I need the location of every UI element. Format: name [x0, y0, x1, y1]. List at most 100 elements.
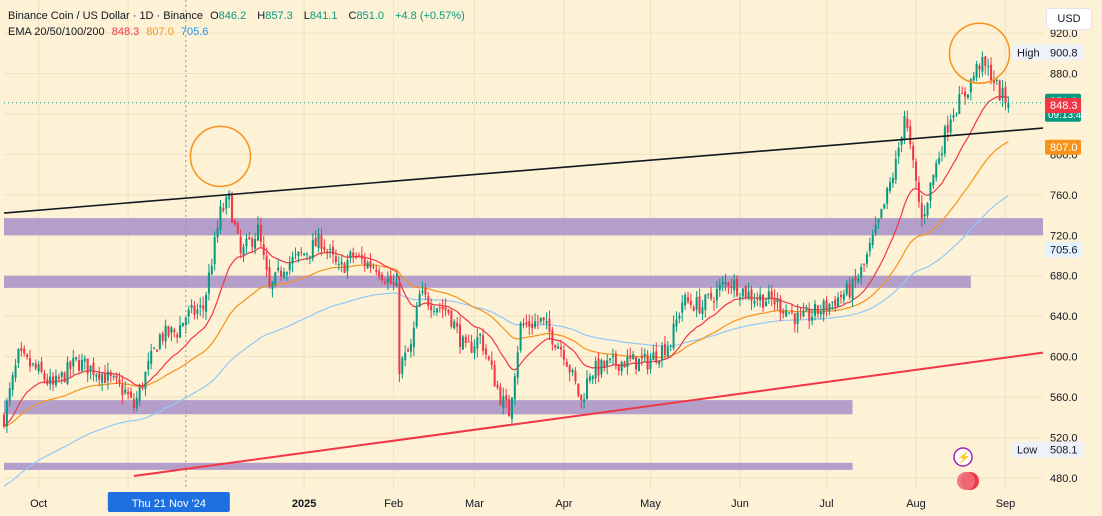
- candle-body: [603, 361, 606, 368]
- y-tick-label: 680.0: [1050, 271, 1078, 283]
- candle-body: [871, 234, 874, 246]
- x-tick-label: 2025: [292, 498, 316, 510]
- close-value: 851.0: [356, 10, 384, 22]
- candle-body: [101, 374, 104, 383]
- candle-body: [551, 330, 554, 345]
- ema20-value: 848.3: [111, 26, 140, 38]
- candle-body: [86, 358, 89, 374]
- candle-body: [135, 397, 138, 409]
- candle-body: [955, 114, 958, 116]
- candle-body: [799, 314, 802, 316]
- candle-body: [883, 203, 886, 209]
- candle-body: [282, 272, 285, 278]
- candle-body: [147, 360, 150, 370]
- candle-body: [493, 365, 496, 387]
- candle-body: [669, 345, 672, 347]
- candle-body: [222, 208, 225, 211]
- candle-body: [190, 305, 193, 308]
- candle-body: [378, 271, 381, 277]
- candle-body: [1001, 87, 1004, 99]
- candle-body: [106, 371, 109, 381]
- candle-body: [132, 399, 135, 409]
- candle-body: [205, 294, 208, 312]
- candle-body: [614, 353, 617, 365]
- candle-body: [144, 371, 147, 389]
- candle-body: [505, 395, 508, 401]
- candle-body: [395, 282, 398, 287]
- candle-body: [199, 305, 202, 308]
- candle-body: [536, 321, 539, 323]
- candle-body: [239, 236, 242, 254]
- candle-body: [519, 323, 522, 351]
- candle-body: [450, 310, 453, 327]
- candle-body: [484, 348, 487, 355]
- calendar-event-icon-shadow: [957, 472, 975, 490]
- candle-body: [643, 353, 646, 357]
- candle-body: [404, 352, 407, 361]
- candle-body: [923, 214, 926, 217]
- candle-body: [363, 258, 366, 266]
- candle-body: [629, 355, 632, 359]
- currency-button[interactable]: USD: [1046, 8, 1092, 30]
- candle-body: [623, 361, 626, 368]
- candle-body: [756, 298, 759, 300]
- low-value: 508.1: [1050, 445, 1078, 457]
- candle-body: [57, 376, 60, 380]
- candle-body: [790, 311, 793, 313]
- candle-body: [583, 399, 586, 403]
- candle-body: [704, 295, 707, 310]
- candle-body: [747, 291, 750, 299]
- candle-body: [415, 307, 418, 327]
- price-label-2: 807.0: [1050, 142, 1078, 154]
- symbol-title: Binance Coin / US Dollar · 1D · Binance: [8, 10, 204, 22]
- candle-body: [141, 385, 144, 389]
- zone-2: [4, 400, 853, 415]
- candle-body: [966, 94, 969, 98]
- x-tick-label: May: [640, 498, 661, 510]
- candle-body: [329, 248, 332, 251]
- candle-body: [727, 282, 730, 287]
- candle-body: [1004, 87, 1007, 103]
- candle-body: [421, 290, 424, 293]
- ema100-line: [3, 195, 1009, 487]
- candle-body: [357, 255, 361, 257]
- candle-body: [401, 358, 404, 374]
- candle-body: [860, 266, 863, 278]
- high-label: High: [1017, 47, 1040, 59]
- candle-body: [332, 246, 335, 255]
- candle-body: [724, 281, 727, 285]
- candle-body: [334, 256, 337, 263]
- candle-body: [112, 376, 115, 378]
- candle-body: [964, 91, 967, 97]
- ema100-value: 705.6: [180, 26, 209, 38]
- candle-body: [594, 361, 597, 379]
- candle-body: [28, 358, 31, 367]
- candle-body: [652, 352, 655, 360]
- candle-body: [767, 291, 770, 300]
- candle-body: [202, 305, 205, 310]
- candle-body: [831, 302, 834, 304]
- candle-body: [46, 379, 49, 384]
- highlight-circle-0: [189, 125, 252, 188]
- candle-body: [89, 365, 92, 372]
- candle-body: [984, 56, 987, 66]
- candle-body: [811, 316, 814, 321]
- candle-body: [291, 256, 294, 264]
- candle-body: [886, 188, 889, 204]
- candle-body: [109, 372, 112, 376]
- candle-body: [496, 384, 499, 388]
- x-tick-label: Feb: [384, 498, 403, 510]
- candle-body: [124, 389, 127, 394]
- candle-body: [808, 309, 811, 322]
- change-value: +4.8 (+0.57%): [395, 10, 465, 22]
- candle-body: [863, 263, 866, 265]
- candle-body: [193, 305, 196, 315]
- candle-body: [917, 182, 920, 203]
- candle-body: [216, 228, 219, 238]
- candle-body: [207, 272, 210, 294]
- candle-body: [935, 162, 938, 178]
- candle-body: [398, 283, 401, 374]
- candle-body: [479, 334, 482, 336]
- candle-body: [828, 303, 831, 312]
